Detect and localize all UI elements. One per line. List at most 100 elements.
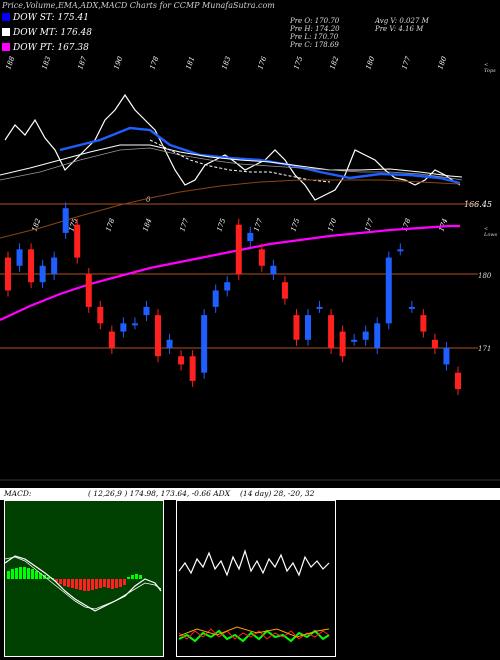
candle-down [74, 224, 81, 258]
low-label: 177 [178, 217, 190, 233]
macd-histogram [7, 567, 142, 591]
candle-up [351, 339, 358, 342]
candle-down [108, 331, 115, 348]
prev-open: Pre O: 170.70 [290, 17, 340, 25]
legend-label: DOW MT: 176.48 [13, 28, 92, 38]
candle-down [339, 331, 346, 357]
adx-chart [178, 549, 330, 643]
candle-up [408, 306, 415, 309]
candle-up [166, 339, 173, 348]
candle-up [362, 331, 369, 340]
candle-down [431, 339, 438, 348]
candle-up [212, 290, 219, 307]
low-label: 177 [363, 217, 375, 233]
ema-zero-label: 0 [146, 196, 151, 204]
candle-down [455, 372, 461, 390]
top-labels-group: 188 183 187 190 178 181 183 176 175 182 180 177 180 [4, 55, 448, 71]
brown-ema-line [0, 179, 461, 239]
adx-params: (14 day) 28, -20, 32 [240, 489, 315, 498]
candle-up [224, 282, 231, 291]
candles-group [5, 202, 461, 396]
candle-down [5, 257, 11, 291]
candle-down [178, 356, 185, 365]
dashed-line [149, 139, 331, 183]
candle-down [258, 249, 265, 266]
top-label: 182 [328, 55, 340, 71]
top-label: 187 [76, 55, 88, 71]
legend-label: DOW ST: 175.41 [13, 13, 89, 23]
candle-down [85, 274, 92, 307]
candle-down [155, 315, 161, 357]
candle-up [305, 315, 311, 340]
candle-down [420, 315, 427, 332]
top-label: 177 [400, 55, 412, 71]
prev-close: Pre C: 178.69 [290, 41, 339, 49]
candle-up [201, 315, 208, 373]
candle-up [374, 323, 381, 348]
legend-swatch-pink [2, 43, 10, 51]
price-level-171: 171 [478, 345, 492, 353]
top-label: 178 [148, 55, 160, 71]
macd-signal-line [5, 556, 162, 610]
indicator-header: MACD: ( 12,26,9 ) 174.98, 173.64, -0.66 … [0, 488, 500, 500]
prev-high: Pre H: 174.20 [290, 25, 340, 33]
adx-white-line [178, 549, 330, 577]
low-label: 177 [252, 217, 264, 233]
top-label: 190 [112, 55, 124, 71]
candle-up [143, 306, 150, 316]
macd-label: MACD: [4, 489, 32, 498]
candle-up [316, 306, 323, 309]
low-label: 170 [326, 217, 338, 233]
price-level-180: 180 [478, 272, 492, 280]
legend-swatch-white [2, 28, 10, 36]
lows-label: < Lows [484, 226, 498, 238]
low-label: 184 [141, 217, 153, 232]
low-label: 178 [400, 217, 412, 233]
low-label: 174 [437, 217, 449, 232]
gray-line [0, 147, 463, 181]
top-label: 176 [256, 55, 268, 71]
macd-panel [4, 500, 164, 657]
candle-up [397, 249, 404, 252]
candle-down [235, 224, 242, 274]
chart-title: Price,Volume,EMA,ADX,MACD Charts for CCM… [2, 1, 275, 10]
candle-up [443, 348, 450, 365]
top-label: 180 [364, 55, 376, 71]
legend-dow-pt: DOW PT: 167.38 [2, 43, 89, 53]
low-label: 175 [215, 217, 227, 233]
candle-up [131, 323, 138, 326]
candle-up [120, 323, 127, 332]
price-chart: 188 183 187 190 178 181 183 176 175 182 180 177 180 … [0, 55, 500, 481]
candle-down [293, 315, 300, 340]
top-label: 180 [436, 55, 448, 71]
top-label: 175 [292, 55, 304, 71]
candle-down [97, 306, 104, 324]
avg-volume: Avg V: 0.027 M [375, 17, 429, 25]
candle-up [62, 208, 69, 233]
white-mt-line [0, 144, 463, 178]
adx-green-line [178, 629, 330, 643]
adx-orange-line [178, 626, 330, 638]
candle-up [51, 257, 58, 274]
candle-down [189, 356, 196, 381]
low-label: 178 [104, 217, 116, 233]
candle-down [28, 249, 35, 283]
macd-params: ( 12,26,9 ) 174.98, 173.64, -0.66 ADX [88, 489, 231, 498]
candle-up [270, 265, 277, 274]
tops-label: < Tops [484, 62, 496, 74]
low-label: 175 [289, 217, 301, 233]
white-ema-line [4, 93, 461, 201]
legend-swatch-blue [2, 13, 10, 21]
prev-volume: Pre V: 4.16 M [375, 25, 424, 33]
top-label: 188 [4, 55, 16, 71]
candle-up [385, 257, 392, 324]
candle-down [281, 282, 288, 299]
prev-low: Pre L: 170.70 [290, 33, 339, 41]
blue-ema-line [59, 126, 461, 185]
macd-chart [5, 555, 162, 612]
legend-dow-st: DOW ST: 175.41 [2, 13, 89, 23]
candle-down [328, 315, 335, 348]
legend-dow-mt: DOW MT: 176.48 [2, 28, 92, 38]
candle-up [39, 265, 46, 283]
top-label: 183 [40, 55, 52, 71]
